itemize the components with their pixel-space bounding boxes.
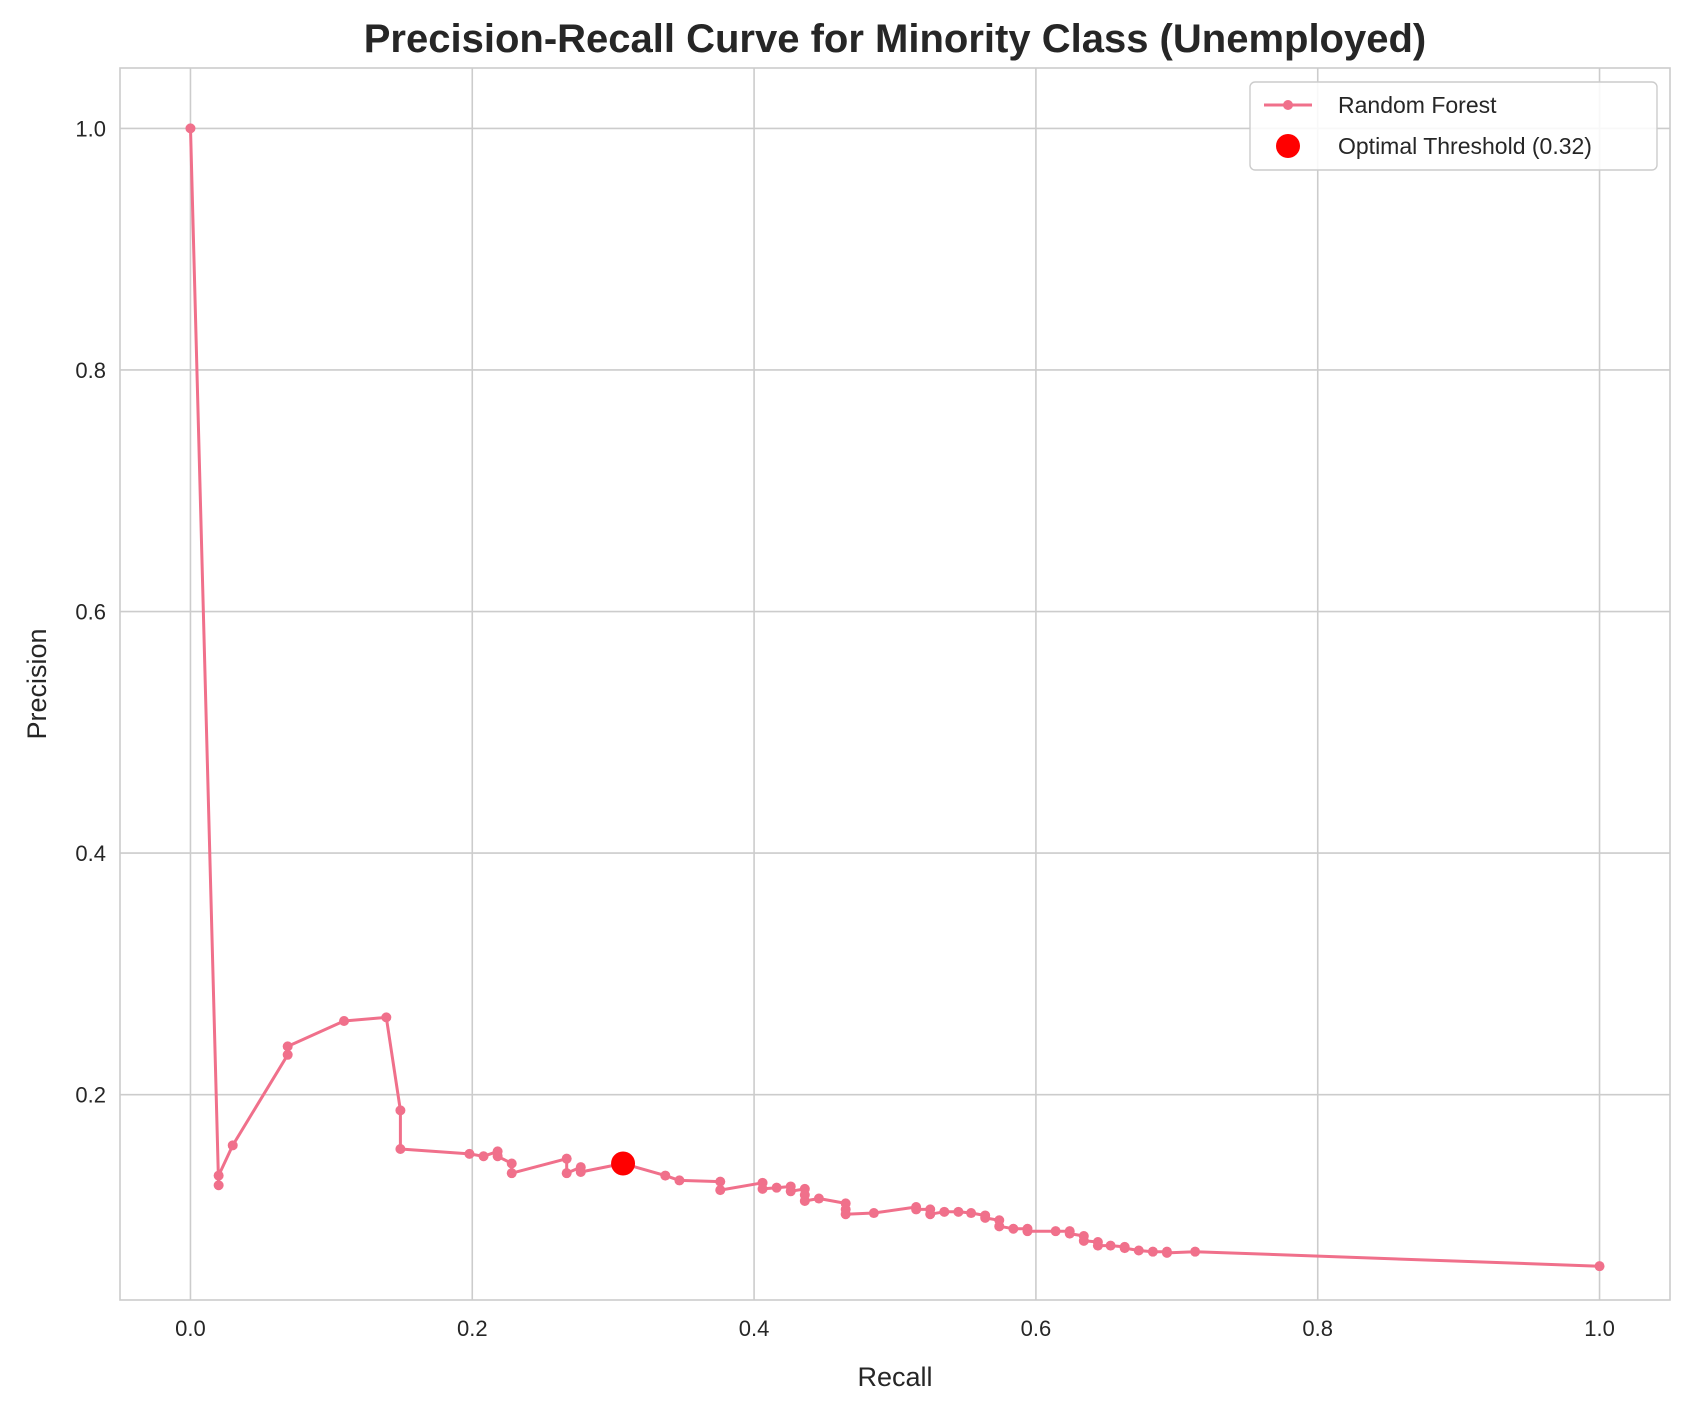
highlight-layer xyxy=(611,1151,636,1176)
data-point xyxy=(395,1144,406,1155)
legend-series-label: Random Forest xyxy=(1338,92,1497,118)
data-point xyxy=(799,1195,810,1206)
data-point xyxy=(575,1166,586,1177)
data-point xyxy=(785,1186,796,1197)
optimal-threshold-marker xyxy=(611,1151,636,1176)
data-point xyxy=(715,1176,726,1187)
y-tick-labels: 0.2 0.4 0.6 0.8 1.0 xyxy=(75,116,106,1107)
y-tick-label: 0.6 xyxy=(75,600,106,625)
legend-highlight-label: Optimal Threshold (0.32) xyxy=(1338,133,1592,159)
data-point xyxy=(381,1012,392,1023)
data-point xyxy=(1119,1243,1130,1254)
plot-area xyxy=(120,68,1670,1300)
data-point xyxy=(771,1182,782,1193)
data-point xyxy=(939,1206,950,1217)
data-point xyxy=(925,1209,936,1220)
x-tick-label: 0.6 xyxy=(1021,1316,1052,1341)
data-point xyxy=(213,1170,224,1181)
y-tick-label: 0.4 xyxy=(75,841,106,866)
data-point xyxy=(840,1209,851,1220)
x-tick-label: 0.4 xyxy=(739,1316,770,1341)
data-point xyxy=(395,1105,406,1116)
data-point xyxy=(227,1140,238,1151)
data-point xyxy=(561,1153,572,1164)
y-axis-label: Precision xyxy=(22,628,52,739)
data-point xyxy=(506,1158,517,1169)
legend: Random Forest Optimal Threshold (0.32) xyxy=(1249,81,1658,171)
legend-box xyxy=(1249,81,1658,171)
data-point xyxy=(1064,1228,1075,1239)
data-point xyxy=(994,1221,1005,1232)
data-point xyxy=(339,1015,350,1026)
y-tick-label: 0.8 xyxy=(75,358,106,383)
data-point xyxy=(464,1148,475,1159)
data-point xyxy=(213,1180,224,1191)
x-tick-label: 0.0 xyxy=(175,1316,206,1341)
data-point xyxy=(868,1208,879,1219)
data-point xyxy=(1190,1246,1201,1257)
data-point xyxy=(953,1206,964,1217)
data-point xyxy=(282,1041,293,1052)
data-point xyxy=(478,1151,489,1162)
data-point xyxy=(966,1208,977,1219)
data-point xyxy=(506,1168,517,1179)
data-point xyxy=(911,1204,922,1215)
chart-title: Precision-Recall Curve for Minority Clas… xyxy=(364,17,1426,61)
data-point xyxy=(1008,1223,1019,1234)
data-point xyxy=(813,1193,824,1204)
data-point xyxy=(1050,1226,1061,1237)
data-point xyxy=(674,1175,685,1186)
data-point xyxy=(282,1049,293,1060)
data-point xyxy=(1594,1261,1605,1272)
data-point xyxy=(1105,1240,1116,1251)
data-point xyxy=(757,1183,768,1194)
data-point xyxy=(980,1212,991,1223)
data-point xyxy=(660,1170,671,1181)
data-point xyxy=(715,1185,726,1196)
data-point xyxy=(561,1168,572,1179)
legend-marker-swatch xyxy=(1283,100,1293,110)
legend-highlight-swatch xyxy=(1276,134,1300,158)
x-tick-labels: 0.0 0.2 0.4 0.6 0.8 1.0 xyxy=(175,1316,1615,1341)
data-point xyxy=(1022,1226,1033,1237)
x-tick-label: 1.0 xyxy=(1584,1316,1615,1341)
data-point xyxy=(1161,1247,1172,1258)
data-point xyxy=(1133,1245,1144,1256)
plot-frame xyxy=(119,67,1671,1301)
y-tick-label: 0.2 xyxy=(75,1083,106,1108)
data-point xyxy=(492,1151,503,1162)
data-point xyxy=(185,123,196,134)
data-point xyxy=(1147,1246,1158,1257)
x-axis-label: Recall xyxy=(857,1362,932,1392)
x-tick-label: 0.8 xyxy=(1302,1316,1333,1341)
y-tick-label: 1.0 xyxy=(75,116,106,141)
data-point xyxy=(1092,1240,1103,1251)
series-layer xyxy=(185,123,1605,1272)
data-point xyxy=(1078,1235,1089,1246)
x-tick-label: 0.2 xyxy=(457,1316,488,1341)
